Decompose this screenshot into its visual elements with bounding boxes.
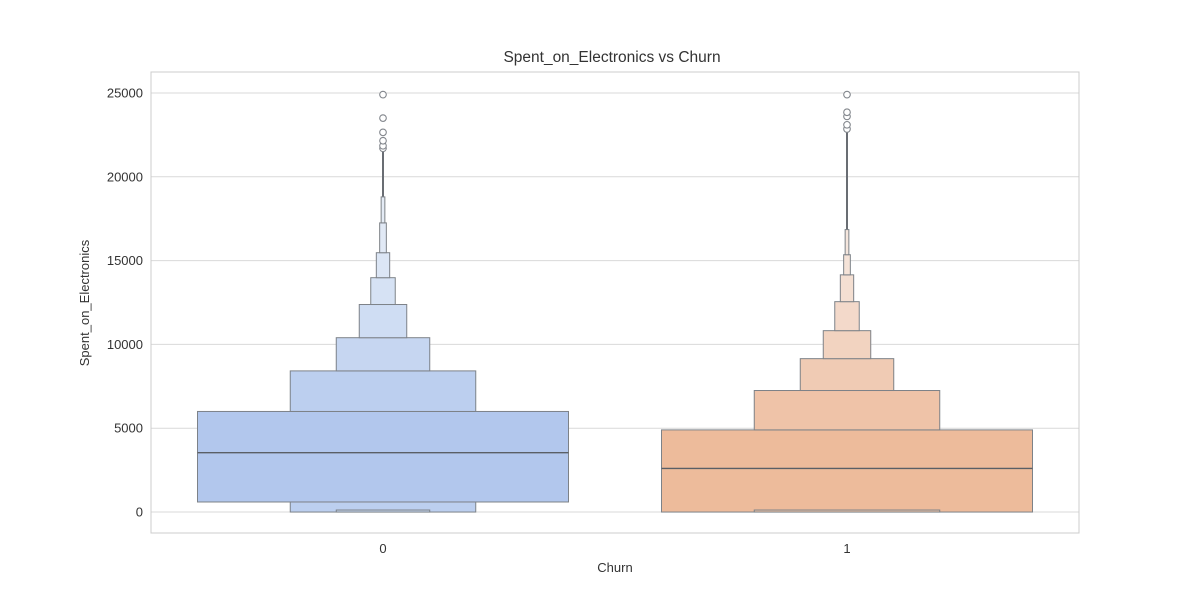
boxen-boxes-layer bbox=[197, 90, 1033, 513]
outlier-point bbox=[379, 128, 387, 137]
x-tick-label: 0 bbox=[379, 541, 386, 556]
boxen-box bbox=[370, 277, 396, 306]
outlier-point bbox=[843, 108, 851, 117]
boxen-group-1 bbox=[661, 90, 1033, 513]
y-tick-label: 20000 bbox=[107, 169, 143, 184]
chart-title: Spent_on_Electronics vs Churn bbox=[503, 49, 720, 66]
boxen-box bbox=[358, 304, 408, 339]
outlier-point bbox=[843, 120, 851, 129]
x-axis-label: Churn bbox=[597, 560, 632, 575]
boxen-box bbox=[661, 429, 1033, 513]
boxen-box bbox=[380, 196, 386, 224]
boxen-box bbox=[753, 509, 941, 513]
y-tick-label: 5000 bbox=[114, 421, 143, 436]
x-tick-label: 1 bbox=[843, 541, 850, 556]
boxen-box bbox=[289, 370, 477, 412]
boxen-box bbox=[799, 358, 895, 392]
boxen-box bbox=[375, 252, 391, 279]
y-axis-label: Spent_on_Electronics bbox=[77, 239, 92, 366]
boxen-box bbox=[822, 330, 872, 360]
outlier-point bbox=[379, 90, 387, 99]
outlier-point bbox=[379, 136, 387, 145]
boxen-box bbox=[197, 410, 569, 503]
y-tick-label: 0 bbox=[136, 505, 143, 520]
boxen-box bbox=[335, 509, 431, 513]
boxen-box bbox=[843, 254, 851, 276]
boxen-box bbox=[753, 390, 941, 431]
boxen-box bbox=[844, 229, 850, 256]
y-tick-label: 10000 bbox=[107, 337, 143, 352]
y-tick-label: 15000 bbox=[107, 253, 143, 268]
boxen-box bbox=[834, 301, 860, 332]
tick-labels-layer: 0 5000 10000 15000 20000 25000 0 1 bbox=[107, 85, 851, 556]
outlier-point bbox=[379, 114, 387, 122]
y-tick-label: 25000 bbox=[107, 85, 143, 100]
boxen-group-0 bbox=[197, 90, 569, 513]
outlier-point bbox=[843, 90, 851, 99]
boxen-box bbox=[335, 337, 431, 372]
plot-border bbox=[150, 71, 1080, 534]
boxen-box bbox=[379, 222, 387, 254]
boxen-box bbox=[839, 274, 855, 303]
